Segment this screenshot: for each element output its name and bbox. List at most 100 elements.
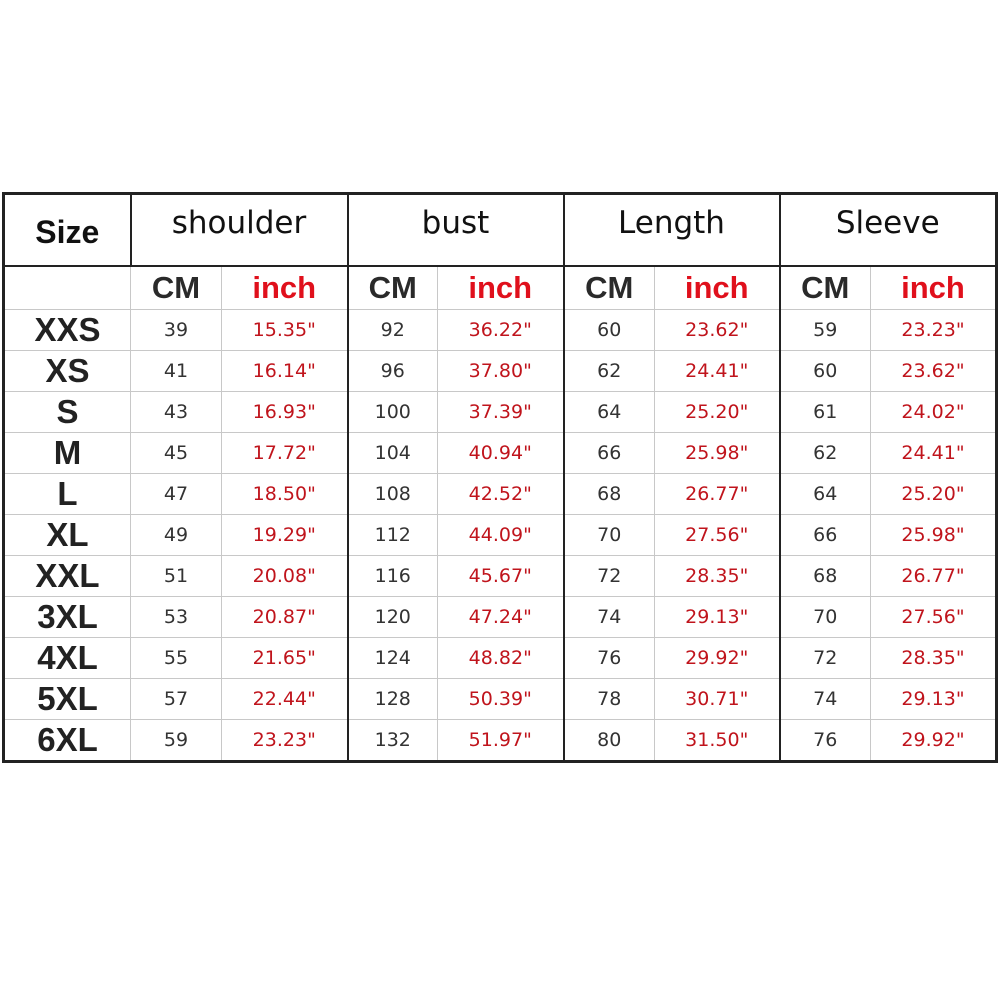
bust-inch-cell: 44.09" [437,514,564,556]
sleeve-cm-cell: 76 [778,719,871,762]
table-row: S 43 16.93" 100 37.39" 64 25.20" 61 24.02" [3,391,997,433]
length-cm-cell: 68 [562,473,655,515]
shoulder-inch-cell: 21.65" [221,637,348,679]
length-inch-cell: 31.50" [654,719,780,762]
bust-cm-cell: 112 [346,514,438,556]
table-row: 3XL 53 20.87" 120 47.24" 74 29.13" 70 27.56" [3,596,997,638]
sleeve-inch-cell: 23.62" [870,350,997,392]
sleeve-cm-cell: 62 [778,432,871,474]
table-row: 5XL 57 22.44" 128 50.39" 78 30.71" 74 29.13" [3,678,997,720]
sleeve-inch-cell: 29.13" [870,678,997,720]
shoulder-inch-cell: 17.72" [221,432,348,474]
size-label: L [3,473,131,515]
length-inch-cell: 25.98" [654,432,780,474]
size-label: 4XL [3,637,131,679]
bust-inch-cell: 37.80" [437,350,564,392]
length-inch-cell: 28.35" [654,555,780,597]
sleeve-cm-cell: 74 [778,678,871,720]
table-row: XXL 51 20.08" 116 45.67" 72 28.35" 68 26.77" [3,555,997,597]
bust-cm-cell: 96 [346,350,438,392]
table-row: XXS 39 15.35" 92 36.22" 60 23.62" 59 23.23" [3,309,997,351]
length-cm-cell: 70 [562,514,655,556]
length-inch-cell: 24.41" [654,350,780,392]
bust-cm-cell: 116 [346,555,438,597]
table-row: L 47 18.50" 108 42.52" 68 26.77" 64 25.20" [3,473,997,515]
sleeve-inch-cell: 25.98" [870,514,997,556]
sleeve-inch-cell: 24.41" [870,432,997,474]
length-inch-cell: 29.92" [654,637,780,679]
size-label: M [3,432,131,474]
unit-inch: inch [870,265,997,310]
length-inch-cell: 29.13" [654,596,780,638]
sleeve-cm-cell: 60 [778,350,871,392]
length-inch-cell: 30.71" [654,678,780,720]
sleeve-cm-cell: 64 [778,473,871,515]
unit-cm: CM [778,265,871,310]
size-label: 6XL [3,719,131,762]
shoulder-inch-cell: 18.50" [221,473,348,515]
shoulder-inch-cell: 23.23" [221,719,348,762]
shoulder-cm-cell: 39 [130,309,222,351]
size-label: XS [3,350,131,392]
sleeve-inch-cell: 23.23" [870,309,997,351]
length-inch-cell: 25.20" [654,391,780,433]
size-header: Size [2,192,132,267]
shoulder-inch-cell: 16.93" [221,391,348,433]
bust-cm-cell: 124 [346,637,438,679]
length-cm-cell: 80 [562,719,655,762]
shoulder-cm-cell: 57 [130,678,222,720]
bust-cm-cell: 132 [346,719,438,762]
unit-row: CM inch CM inch CM inch CM inch [3,265,997,310]
bust-cm-cell: 108 [346,473,438,515]
bust-cm-cell: 120 [346,596,438,638]
bust-inch-cell: 40.94" [437,432,564,474]
length-cm-cell: 66 [562,432,655,474]
header-sleeve: Sleeve [778,192,998,267]
bust-inch-cell: 48.82" [437,637,564,679]
size-label: S [3,391,131,433]
sleeve-cm-cell: 68 [778,555,871,597]
length-inch-cell: 26.77" [654,473,780,515]
shoulder-cm-cell: 59 [130,719,222,762]
unit-inch: inch [221,265,348,310]
bust-inch-cell: 37.39" [437,391,564,433]
unit-inch: inch [437,265,564,310]
unit-blank-cell [3,265,131,310]
bust-cm-cell: 128 [346,678,438,720]
table-row: M 45 17.72" 104 40.94" 66 25.98" 62 24.41" [3,432,997,474]
shoulder-cm-cell: 49 [130,514,222,556]
length-cm-cell: 76 [562,637,655,679]
shoulder-inch-cell: 15.35" [221,309,348,351]
sleeve-inch-cell: 24.02" [870,391,997,433]
sleeve-inch-cell: 27.56" [870,596,997,638]
bust-inch-cell: 47.24" [437,596,564,638]
unit-cm: CM [562,265,655,310]
header-length: Length [562,192,781,267]
sleeve-cm-cell: 70 [778,596,871,638]
sleeve-cm-cell: 59 [778,309,871,351]
sleeve-inch-cell: 29.92" [870,719,997,762]
length-cm-cell: 72 [562,555,655,597]
size-label: 5XL [3,678,131,720]
shoulder-cm-cell: 43 [130,391,222,433]
unit-cm: CM [130,265,222,310]
bust-inch-cell: 45.67" [437,555,564,597]
table-row: 6XL 59 23.23" 132 51.97" 80 31.50" 76 29.92" [3,719,997,762]
shoulder-inch-cell: 22.44" [221,678,348,720]
shoulder-inch-cell: 20.08" [221,555,348,597]
shoulder-cm-cell: 55 [130,637,222,679]
sleeve-inch-cell: 25.20" [870,473,997,515]
shoulder-cm-cell: 53 [130,596,222,638]
bust-cm-cell: 100 [346,391,438,433]
header-row: Size shoulder bust Length Sleeve [2,192,998,267]
bust-inch-cell: 50.39" [437,678,564,720]
shoulder-cm-cell: 47 [130,473,222,515]
sleeve-cm-cell: 61 [778,391,871,433]
length-inch-cell: 27.56" [654,514,780,556]
header-shoulder: shoulder [129,192,349,267]
table-row: XS 41 16.14" 96 37.80" 62 24.41" 60 23.62" [3,350,997,392]
length-cm-cell: 60 [562,309,655,351]
table-row: XL 49 19.29" 112 44.09" 70 27.56" 66 25.98" [3,514,997,556]
bust-inch-cell: 51.97" [437,719,564,762]
shoulder-inch-cell: 19.29" [221,514,348,556]
